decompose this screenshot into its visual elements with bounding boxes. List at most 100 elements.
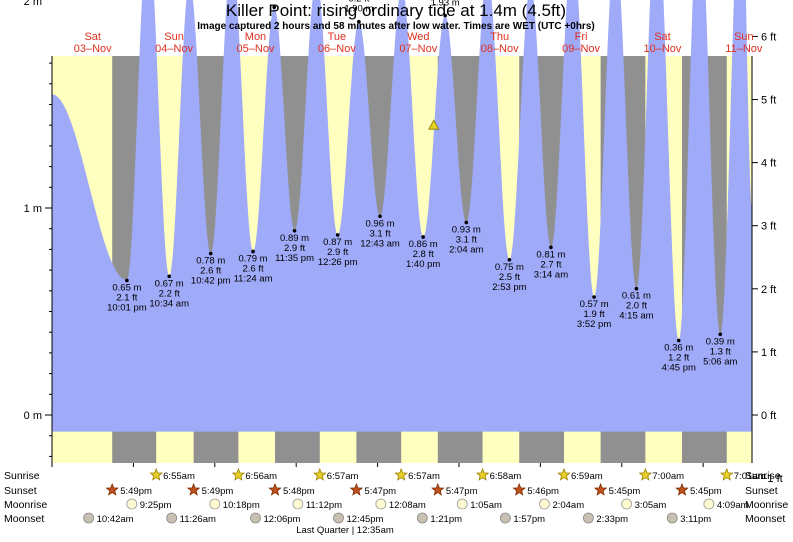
low-tide-label: 2:53 pm [492,282,526,293]
sunset-time: 5:46pm [527,486,559,497]
moonset-icon [583,513,593,523]
row-label-left: Sunset [4,485,37,497]
right-tick-label: 4 ft [761,158,776,170]
sunrise-time: 7:01am [734,471,766,482]
row-label-left: Moonset [4,513,44,525]
moonset-icon [417,513,427,523]
day-name-label: Mon [245,31,266,43]
day-name-label: Thu [490,31,509,43]
sunrise-time: 6:56am [245,471,277,482]
day-labels: Sat03–NovSun04–NovMon05–NovTue06–NovWed0… [74,31,763,55]
moonrise-icon [539,499,549,509]
moonrise-time: 4:09am [717,500,749,511]
day-date-label: 04–Nov [155,43,193,55]
moonset-time: 2:33pm [596,514,628,525]
low-tide-label: 2:04 am [449,244,483,255]
moonrise-time: 2:04am [552,500,584,511]
chart-subtitle: Image captured 2 hours and 58 minutes af… [197,21,594,32]
moonrise-time: 9:25pm [140,500,172,511]
row-label-right: Sunset [745,485,778,497]
day-date-label: 07–Nov [399,43,437,55]
sunset-time: 5:49pm [202,486,234,497]
low-tide-label: 10:01 pm [107,302,147,313]
low-tide-label: 3:52 pm [577,319,611,330]
moonset-icon [167,513,177,523]
day-date-label: 11–Nov [725,43,763,55]
sunset-time: 5:47pm [364,486,396,497]
right-tick-label: 6 ft [761,31,776,43]
sunrise-time: 6:59am [571,471,603,482]
day-name-label: Sat [84,31,101,43]
low-tide-label: 12:43 am [360,238,400,249]
low-tide-label: 10:34 am [149,298,189,309]
low-tide-label: 4:15 am [619,311,653,322]
moonrise-time: 1:05am [470,500,502,511]
right-tick-label: 5 ft [761,95,776,107]
row-label-left: Sunrise [4,470,40,482]
sunrise-time: 6:58am [490,471,522,482]
day-date-label: 09–Nov [562,43,600,55]
low-tide-label: 5:06 am [703,356,737,367]
moonrise-time: 11:12pm [306,500,342,511]
right-tick-label: 0 ft [761,410,776,422]
day-date-label: 05–Nov [237,43,275,55]
sunset-time: 5:48pm [283,486,315,497]
moonrise-icon [293,499,303,509]
moonset-time: 12:45pm [347,514,384,525]
low-tide-label: 3:14 am [534,269,568,280]
low-tide-label: 11:35 pm [275,253,314,264]
moon-phase-label: Last Quarter | 12:35am [296,525,394,536]
day-date-label: 10–Nov [644,43,682,55]
left-tick-label: 2 m [24,0,42,8]
low-tide-label: 11:24 am [234,273,273,284]
moonrise-icon [622,499,632,509]
moonset-time: 12:06pm [263,514,300,525]
sunrise-time: 6:55am [163,471,195,482]
sunset-time: 5:47pm [446,486,478,497]
moonrise-icon [704,499,714,509]
day-date-label: 03–Nov [74,43,112,55]
day-name-label: Sat [654,31,671,43]
row-label-right: Moonset [745,513,785,525]
moonset-icon [84,513,94,523]
day-date-label: 08–Nov [481,43,519,55]
left-tick-label: 1 m [24,203,42,215]
sunset-time: 5:45pm [690,486,722,497]
day-date-label: 06–Nov [318,43,356,55]
sunrise-time: 6:57am [408,471,440,482]
chart-title: Killer Point: rising ordinary tide at 1.… [226,1,566,20]
moonrise-icon [127,499,137,509]
sunrise-time: 6:57am [327,471,359,482]
low-tide-label: 1:40 pm [406,259,440,270]
moonset-icon [667,513,677,523]
sunrise-time: 7:00am [652,471,684,482]
moonset-icon [334,513,344,523]
moonset-time: 11:26am [180,514,216,525]
moonrise-icon [457,499,467,509]
right-tick-label: 3 ft [761,221,776,233]
moonrise-time: 10:18pm [223,500,260,511]
moonset-time: 3:11pm [680,514,711,525]
sunset-time: 5:49pm [120,486,152,497]
row-label-right: Moonrise [745,499,788,511]
moonrise-icon [376,499,386,509]
right-tick-label: 1 ft [761,347,776,359]
moonset-icon [500,513,510,523]
row-label-left: Moonrise [4,499,47,511]
low-tide-label: 4:45 pm [662,362,696,373]
moonrise-time: 12:08am [389,500,426,511]
day-name-label: Sun [164,31,184,43]
low-tide-label: 12:26 pm [318,257,358,268]
moonrise-time: 3:05am [635,500,667,511]
moonset-time: 10:42am [97,514,134,525]
left-tick-label: 0 m [24,410,42,422]
moonrise-icon [210,499,220,509]
moonset-time: 1:21pm [430,514,462,525]
low-tide-label: 10:42 pm [191,276,231,287]
day-name-label: Fri [575,31,588,43]
moonset-time: 1:57pm [513,514,545,525]
right-tick-label: 2 ft [761,284,776,296]
sunset-time: 5:45pm [609,486,641,497]
